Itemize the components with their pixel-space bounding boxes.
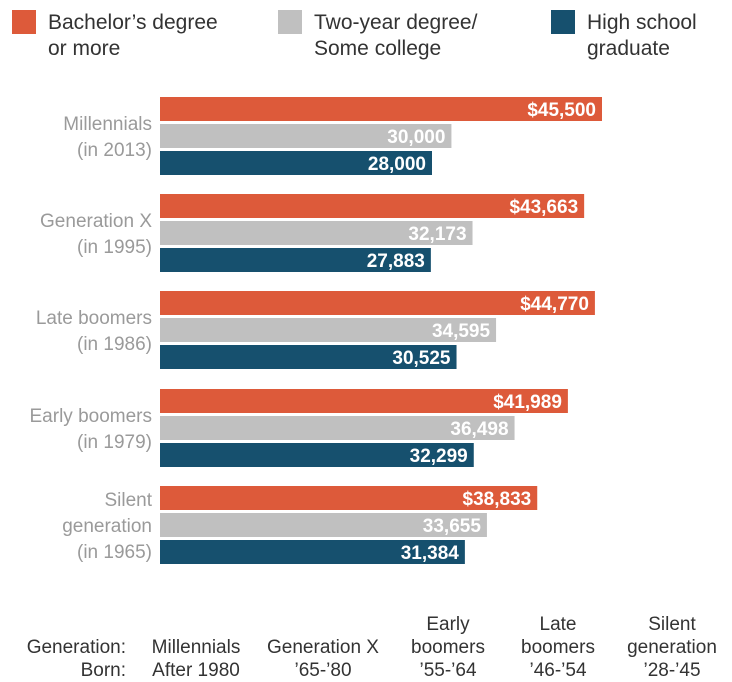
bar-two-year-early-boomers [160, 416, 515, 440]
legend-item-bachelors: Bachelor’s degree or more [12, 10, 218, 62]
data-label-high-school-early-boomers: 32,299 [410, 446, 468, 467]
legend-label-line: Two-year degree/ [314, 11, 478, 34]
generation-name: Early [426, 614, 470, 635]
table-column-early-boomers: Early boomers ’55-’64 [396, 613, 500, 682]
generation-name: Late [539, 614, 577, 635]
data-label-high-school-silent-generation: 31,384 [401, 543, 460, 564]
category-label-millennials: (in 2013) [77, 140, 152, 161]
generation-name: generation [627, 637, 717, 658]
born-range: ’46-’54 [529, 660, 587, 681]
category-label-silent-generation: generation [62, 516, 152, 537]
born-range: ’65-’80 [294, 660, 352, 681]
bar-two-year-millennials [160, 124, 452, 148]
legend-item-two-year: Two-year degree/ Some college [278, 10, 477, 62]
table-column-millennials: Millennials After 1980 [140, 636, 252, 682]
legend-label-line: Some college [314, 37, 442, 60]
legend-item-high-school: High school graduate [551, 10, 697, 62]
legend-swatch-bachelors [12, 10, 36, 34]
bar-high-school-early-boomers [160, 443, 474, 467]
born-range: ’55-’64 [419, 660, 477, 681]
bar-high-school-late-boomers [160, 345, 457, 369]
generation-name: Generation X [267, 637, 379, 658]
bar-bachelors-late-boomers [160, 291, 595, 315]
data-label-high-school-millennials: 28,000 [368, 154, 426, 175]
table-column-silent-generation: Silent generation ’28-’45 [616, 613, 728, 682]
data-label-bachelors-generation-x: $43,663 [509, 197, 578, 218]
legend-swatch-two-year [278, 10, 302, 34]
data-label-two-year-early-boomers: 36,498 [450, 419, 508, 440]
data-label-bachelors-silent-generation: $38,833 [463, 489, 532, 510]
generation-name: Silent [648, 614, 696, 635]
row-label-born: Born: [80, 660, 126, 681]
bar-bachelors-early-boomers [160, 389, 568, 413]
category-label-early-boomers: (in 1979) [77, 432, 152, 453]
category-label-millennials: Millennials [63, 114, 152, 135]
generations-table: Generation: Born: Millennials After 1980… [0, 604, 732, 682]
bar-chart: Millennials (in 2013) $45,500 30,000 28,000 G… [30, 97, 602, 564]
data-label-bachelors-early-boomers: $41,989 [493, 392, 562, 413]
data-label-two-year-late-boomers: 34,595 [432, 321, 491, 342]
data-label-high-school-generation-x: 27,883 [367, 251, 425, 272]
category-label-late-boomers: (in 1986) [77, 334, 152, 355]
legend-label-line: or more [48, 37, 121, 60]
bar-two-year-silent-generation [160, 513, 487, 537]
bar-high-school-millennials [160, 151, 432, 175]
category-label-early-boomers: Early boomers [30, 406, 153, 427]
generation-name: Millennials [151, 637, 241, 658]
bar-bachelors-generation-x [160, 194, 585, 218]
legend-label-line: Bachelor’s degree [48, 11, 218, 34]
table-row-headers: Generation: Born: [8, 636, 126, 682]
category-label-generation-x: Generation X [40, 211, 152, 232]
born-range: After 1980 [152, 660, 240, 681]
data-label-two-year-silent-generation: 33,655 [423, 516, 482, 537]
bar-bachelors-millennials [160, 97, 602, 121]
bar-two-year-generation-x [160, 221, 473, 245]
bar-high-school-silent-generation [160, 540, 465, 564]
born-range: ’28-’45 [643, 660, 701, 681]
chart-legend: Bachelor’s degree or more Two-year degre… [0, 0, 732, 70]
data-label-two-year-generation-x: 32,173 [408, 224, 466, 245]
legend-label-line: graduate [587, 37, 670, 60]
category-label-late-boomers: Late boomers [36, 308, 152, 329]
data-label-high-school-late-boomers: 30,525 [392, 348, 451, 369]
data-label-bachelors-millennials: $45,500 [527, 100, 596, 121]
bar-two-year-late-boomers [160, 318, 497, 342]
legend-label-line: High school [587, 11, 697, 34]
bar-bachelors-silent-generation [160, 486, 538, 510]
legend-swatch-high-school [551, 10, 575, 34]
data-label-two-year-millennials: 30,000 [387, 127, 445, 148]
table-column-generation-x: Generation X ’65-’80 [256, 636, 390, 682]
generation-name: boomers [521, 637, 595, 658]
category-label-silent-generation: Silent [104, 490, 152, 511]
generation-name: boomers [411, 637, 485, 658]
row-label-generation: Generation: [26, 637, 126, 658]
table-column-late-boomers: Late boomers ’46-’54 [506, 613, 610, 682]
category-label-generation-x: (in 1995) [77, 237, 152, 258]
category-label-silent-generation: (in 1965) [77, 542, 152, 563]
data-label-bachelors-late-boomers: $44,770 [520, 294, 589, 315]
bar-high-school-generation-x [160, 248, 431, 272]
